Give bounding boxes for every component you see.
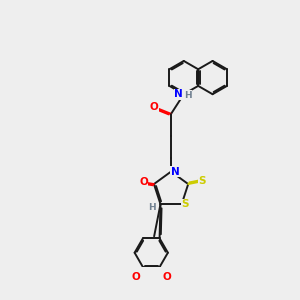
Text: O: O bbox=[162, 272, 171, 282]
Text: O: O bbox=[150, 102, 158, 112]
Text: H: H bbox=[148, 203, 156, 212]
Text: N: N bbox=[171, 167, 180, 177]
Text: S: S bbox=[182, 199, 189, 209]
Text: O: O bbox=[139, 177, 148, 187]
Text: S: S bbox=[198, 176, 206, 186]
Text: H: H bbox=[184, 91, 192, 100]
Text: N: N bbox=[174, 89, 183, 99]
Text: O: O bbox=[132, 272, 140, 282]
